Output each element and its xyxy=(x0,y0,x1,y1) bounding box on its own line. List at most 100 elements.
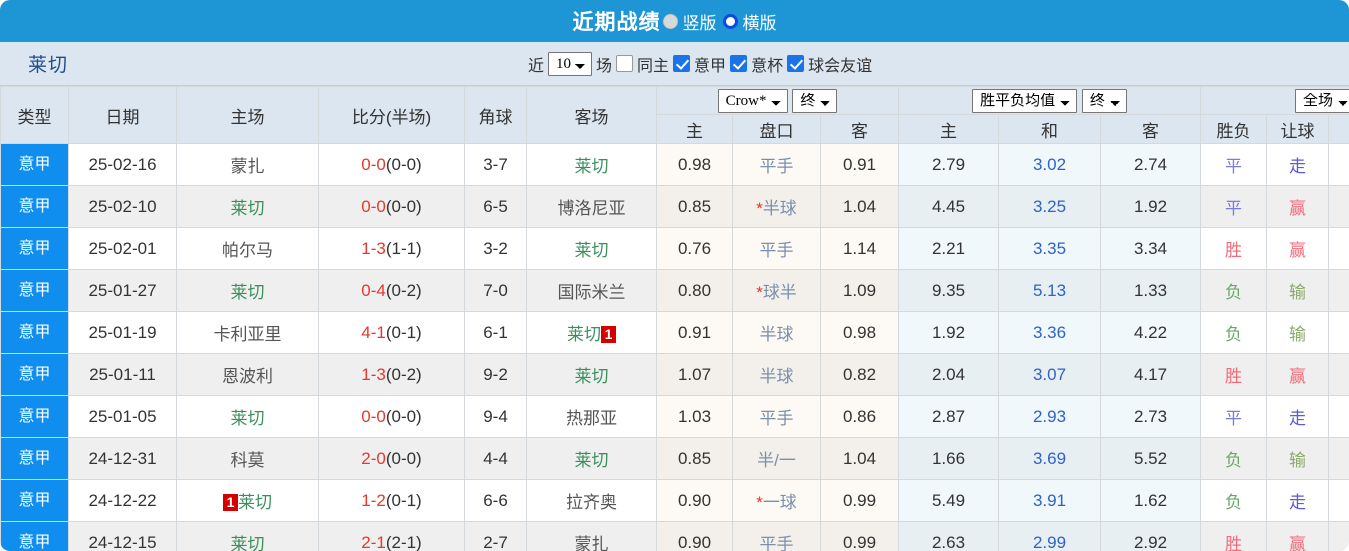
cell-away-team[interactable]: 莱切 1 xyxy=(526,311,657,354)
cell-away-team[interactable]: 莱切 xyxy=(526,143,657,186)
cell-score[interactable]: 1-3(0-2) xyxy=(318,353,465,396)
table-header-selector-row: 类型 日期 主场 比分(半场) 角球 客场 Crow* 终 胜平负均值 xyxy=(0,86,1349,144)
table-row[interactable]: 意甲 24-12-15 莱切 2-1(2-1) 2-7 蒙扎 0.90 平手 0.99 2.63 2… xyxy=(0,521,1349,551)
bookmaker-select[interactable]: Crow* xyxy=(717,88,788,113)
cell-away-team[interactable]: 莱切 xyxy=(526,227,657,270)
cell-score[interactable]: 1-3(1-1) xyxy=(318,227,465,270)
euro-odds-selector-cell: 胜平负均值 终 xyxy=(898,86,1202,115)
col-head-euro-home: 主 xyxy=(898,114,1000,144)
cell-league: 意甲 xyxy=(0,269,69,312)
col-head-corner: 角球 xyxy=(464,86,527,144)
cell-corner: 9-4 xyxy=(464,395,527,438)
league-tag: 意甲 xyxy=(1,312,68,353)
view-mode-horizontal[interactable]: 横版 xyxy=(722,9,777,34)
cell-asia-away: 0.98 xyxy=(819,311,900,354)
view-mode-vertical[interactable]: 竖版 xyxy=(662,9,717,34)
cell-date: 25-01-11 xyxy=(68,353,177,396)
page-title: 近期战绩 xyxy=(572,11,661,34)
table-row[interactable]: 意甲 25-01-11 恩波利 1-3(0-2) 9-2 莱切 1.07 半球 0.82 2.04… xyxy=(0,353,1349,396)
recent-suffix-label: 场 xyxy=(596,57,613,75)
competition-checkbox-friendly[interactable] xyxy=(787,55,805,72)
cell-home-team[interactable]: 1 莱切 xyxy=(176,479,319,522)
cell-result-wl: 胜 xyxy=(1200,521,1268,551)
cell-league: 意甲 xyxy=(0,353,69,396)
filter-bar: 莱切 近 10 场 同主 意甲 意杯 球会友谊 xyxy=(0,42,1349,86)
cell-score[interactable]: 0-0(0-0) xyxy=(318,185,465,228)
view-mode-radio-group: 竖版 横版 xyxy=(662,9,777,34)
cell-euro-home: 9.35 xyxy=(898,269,1000,312)
league-tag: 意甲 xyxy=(1,354,68,395)
cell-score[interactable]: 4-1(0-1) xyxy=(318,311,465,354)
scope-selector-cell: 全场 xyxy=(1200,86,1349,115)
table-row[interactable]: 意甲 25-02-16 蒙扎 0-0(0-0) 3-7 莱切 0.98 平手 0.91 2.79 3… xyxy=(0,143,1349,186)
cell-score[interactable]: 0-4(0-2) xyxy=(318,269,465,312)
cell-home-team[interactable]: 卡利亚里 xyxy=(176,311,319,354)
cell-asia-handicap: 半球 xyxy=(732,311,821,354)
cell-asia-home: 0.85 xyxy=(656,185,733,228)
recent-count-select[interactable]: 10 xyxy=(548,51,593,76)
cell-asia-home: 1.03 xyxy=(656,395,733,438)
red-card-badge: 1 xyxy=(601,326,616,343)
cell-away-team[interactable]: 博洛尼亚 xyxy=(526,185,657,228)
asian-phase-select[interactable]: 终 xyxy=(792,88,838,113)
cell-euro-away: 2.92 xyxy=(1100,521,1202,551)
col-head-away: 客场 xyxy=(526,86,657,144)
cell-euro-away: 2.73 xyxy=(1100,395,1202,438)
euro-phase-select[interactable]: 终 xyxy=(1081,88,1127,113)
cell-away-team[interactable]: 蒙扎 xyxy=(526,521,657,551)
cell-corner: 4-4 xyxy=(464,437,527,480)
match-table: 类型 日期 主场 比分(半场) 角球 客场 Crow* 终 胜平负均值 xyxy=(0,86,1349,551)
cell-home-team[interactable]: 莱切 xyxy=(176,521,319,551)
cell-score[interactable]: 0-0(0-0) xyxy=(318,143,465,186)
cell-home-team[interactable]: 蒙扎 xyxy=(176,143,319,186)
euro-type-select[interactable]: 胜平负均值 xyxy=(972,88,1078,113)
cell-home-team[interactable]: 科莫 xyxy=(176,437,319,480)
competition-checkbox-seriea[interactable] xyxy=(673,55,691,72)
cell-euro-away: 4.17 xyxy=(1100,353,1202,396)
cell-score[interactable]: 1-2(0-1) xyxy=(318,479,465,522)
cell-away-team[interactable]: 莱切 xyxy=(526,353,657,396)
filter-controls: 近 10 场 同主 意甲 意杯 球会友谊 xyxy=(528,51,876,76)
table-row[interactable]: 意甲 25-01-27 莱切 0-4(0-2) 7-0 国际米兰 0.80 *球半 1.09 9.… xyxy=(0,269,1349,312)
cell-euro-home: 2.04 xyxy=(898,353,1000,396)
cell-home-team[interactable]: 莱切 xyxy=(176,269,319,312)
competition-checkbox-coppa[interactable] xyxy=(730,55,748,72)
table-row[interactable]: 意甲 25-02-10 莱切 0-0(0-0) 6-5 博洛尼亚 0.85 *半球 1.04 4.… xyxy=(0,185,1349,228)
cell-euro-draw: 3.07 xyxy=(998,353,1102,396)
cell-corner: 7-0 xyxy=(464,269,527,312)
same-home-checkbox[interactable] xyxy=(616,55,634,72)
cell-score[interactable]: 2-0(0-0) xyxy=(318,437,465,480)
cell-result-goals: 大 xyxy=(1328,479,1349,522)
league-tag: 意甲 xyxy=(1,480,68,521)
col-head-asia-home: 主 xyxy=(656,114,733,144)
cell-result-wl: 平 xyxy=(1200,185,1268,228)
cell-home-team[interactable]: 恩波利 xyxy=(176,353,319,396)
cell-league: 意甲 xyxy=(0,311,69,354)
competition-label-friendly: 球会友谊 xyxy=(808,57,873,75)
table-row[interactable]: 意甲 24-12-22 1 莱切 1-2(0-1) 6-6 拉齐奥 0.90 *一球 0.99 5.… xyxy=(0,479,1349,522)
cell-home-team[interactable]: 莱切 xyxy=(176,395,319,438)
scope-select[interactable]: 全场 xyxy=(1295,88,1349,113)
table-row[interactable]: 意甲 25-01-19 卡利亚里 4-1(0-1) 6-1 莱切 1 0.91 半球 0.98 1.… xyxy=(0,311,1349,354)
cell-score[interactable]: 2-1(2-1) xyxy=(318,521,465,551)
cell-date: 25-02-01 xyxy=(68,227,177,270)
cell-away-team[interactable]: 热那亚 xyxy=(526,395,657,438)
cell-asia-away: 0.86 xyxy=(819,395,900,438)
col-head-home: 主场 xyxy=(176,86,319,144)
table-row[interactable]: 意甲 25-01-05 莱切 0-0(0-0) 9-4 热那亚 1.03 平手 0.86 2.87… xyxy=(0,395,1349,438)
col-head-score: 比分(半场) xyxy=(318,86,465,144)
cell-euro-away: 1.62 xyxy=(1100,479,1202,522)
cell-away-team[interactable]: 拉齐奥 xyxy=(526,479,657,522)
cell-euro-draw: 3.35 xyxy=(998,227,1102,270)
cell-asia-handicap: 平手 xyxy=(732,395,821,438)
cell-away-team[interactable]: 莱切 xyxy=(526,437,657,480)
cell-home-team[interactable]: 帕尔马 xyxy=(176,227,319,270)
table-row[interactable]: 意甲 24-12-31 科莫 2-0(0-0) 4-4 莱切 0.85 半/一 1.04 1.66… xyxy=(0,437,1349,480)
table-row[interactable]: 意甲 25-02-01 帕尔马 1-3(1-1) 3-2 莱切 0.76 平手 1.14 2.21… xyxy=(0,227,1349,270)
cell-home-team[interactable]: 莱切 xyxy=(176,185,319,228)
cell-result-wl: 胜 xyxy=(1200,353,1268,396)
cell-date: 25-01-27 xyxy=(68,269,177,312)
cell-away-team[interactable]: 国际米兰 xyxy=(526,269,657,312)
cell-score[interactable]: 0-0(0-0) xyxy=(318,395,465,438)
cell-asia-away: 1.04 xyxy=(819,185,900,228)
